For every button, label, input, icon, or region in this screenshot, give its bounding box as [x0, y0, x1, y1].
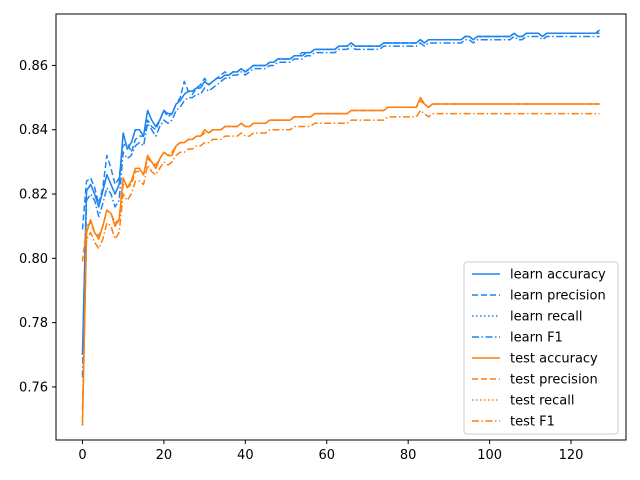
x-tick-label: 60 — [318, 448, 335, 463]
series-line-6 — [81, 96, 600, 426]
x-tick-label: 40 — [237, 448, 254, 463]
y-tick-label: 0.78 — [19, 316, 48, 331]
legend-label: test F1 — [510, 415, 555, 430]
y-tick-label: 0.86 — [19, 59, 48, 74]
series-line-3 — [81, 35, 600, 378]
y-tick-label: 0.82 — [19, 188, 48, 203]
legend-label: test precision — [510, 373, 598, 388]
x-tick-label: 80 — [400, 448, 417, 463]
y-axis: 0.76 0.78 0.80 0.82 0.84 0.86 — [19, 59, 56, 395]
x-tick-label: 120 — [559, 448, 584, 463]
series-line-1 — [81, 32, 600, 230]
y-tick-label: 0.80 — [19, 252, 48, 267]
y-tick-label: 0.84 — [19, 123, 48, 138]
x-tick-label: 100 — [477, 448, 502, 463]
plot-frame — [55, 13, 627, 441]
legend-label: test accuracy — [510, 352, 598, 367]
legend-label: test recall — [510, 394, 575, 409]
series-line-7 — [81, 109, 600, 410]
legend-label: learn precision — [510, 289, 606, 304]
legend-label: learn recall — [510, 310, 582, 325]
legend: learn accuracy learn precision learn recal… — [463, 261, 619, 435]
series-layer — [81, 29, 601, 426]
legend-box — [463, 261, 619, 435]
legend-label: learn accuracy — [510, 268, 606, 283]
x-tick-label: 20 — [156, 448, 173, 463]
series-line-2 — [81, 29, 601, 355]
legend-label: learn F1 — [510, 331, 563, 346]
y-tick-label: 0.76 — [19, 380, 48, 395]
x-axis: 0 20 40 60 80 100 120 — [78, 440, 583, 463]
x-tick-label: 0 — [78, 448, 86, 463]
